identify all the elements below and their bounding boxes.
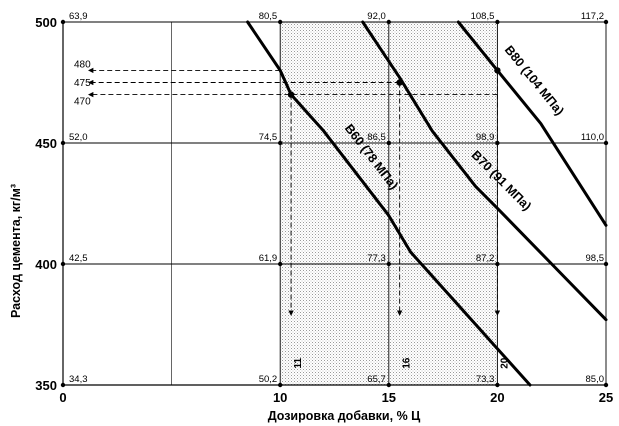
- curve-label: В80 (104 МПа): [502, 43, 567, 118]
- grid-point: [495, 19, 500, 25]
- point-label: 117,2: [581, 11, 604, 22]
- grid-point: [278, 19, 283, 25]
- point-label: 108,5: [471, 11, 495, 22]
- grid-point: [386, 382, 391, 388]
- point-label: 110,0: [581, 132, 604, 143]
- y-tick-label: 450: [35, 136, 57, 151]
- point-label: 85,0: [586, 374, 605, 385]
- grid-point: [603, 382, 609, 388]
- x-tick-label: 20: [490, 390, 504, 405]
- y-tick-label: 400: [35, 257, 57, 272]
- series-line: [456, 20, 608, 227]
- grid-point: [60, 382, 66, 388]
- point-label: 50,2: [259, 374, 278, 385]
- x-tick-label: 0: [59, 390, 66, 405]
- point-label: 65,7: [367, 374, 386, 385]
- x-tick-label: 15: [382, 390, 396, 405]
- series-lines: [246, 20, 608, 387]
- grid-point: [60, 140, 66, 146]
- point-labels: 63,9 80,5 92,0 108,5 117,2 52,0 74,5 86,5 98,9 11…: [60, 11, 609, 388]
- point-label: 77,3: [367, 253, 386, 264]
- vertical-marker-label: 16: [402, 357, 413, 369]
- grid-point: [495, 140, 500, 146]
- y-tick-label: 500: [35, 15, 57, 30]
- x-tick-labels: 0 10 15 20 25: [59, 390, 613, 405]
- point-label: 73,3: [476, 374, 495, 385]
- series-line: [246, 20, 532, 387]
- point-label: 92,0: [367, 11, 386, 22]
- point-label: 87,2: [476, 253, 495, 264]
- point-label: 98,9: [476, 132, 495, 143]
- grid-point: [278, 382, 283, 388]
- grid-point: [60, 261, 66, 267]
- point-label: 42,5: [69, 253, 88, 264]
- grid-point: [60, 19, 66, 25]
- grid-point: [495, 382, 500, 388]
- point-label: 52,0: [69, 132, 88, 143]
- grid-point: [386, 261, 391, 267]
- x-tick-label: 10: [273, 390, 287, 405]
- grid-point: [278, 140, 283, 146]
- y-tick-labels: 350 400 450 500: [35, 15, 57, 393]
- y-tick-label: 350: [35, 378, 57, 393]
- y-axis-label: Расход цемента, кг/м³: [9, 184, 23, 318]
- vertical-marker-label: 11: [293, 357, 304, 368]
- grid-point: [386, 140, 391, 146]
- axis-frame: [62, 21, 606, 386]
- point-label: 74,5: [259, 132, 278, 143]
- point-label: 63,9: [69, 11, 88, 22]
- series-line: [361, 20, 608, 322]
- vertical-marker-label: 20: [499, 357, 510, 369]
- point-label: 86,5: [367, 132, 386, 143]
- grid-point: [603, 261, 609, 267]
- grid-point: [278, 261, 283, 267]
- x-tick-label: 25: [599, 390, 613, 405]
- horizontal-marker-label: 475: [74, 78, 91, 89]
- horizontal-marker-label: 480: [74, 59, 91, 70]
- horizontal-marker-label: 470: [74, 97, 91, 108]
- point-label: 80,5: [259, 11, 278, 22]
- grid-point: [386, 19, 391, 25]
- x-axis-label: Дозировка добавки, % Ц: [268, 409, 421, 423]
- point-label: 98,5: [586, 253, 605, 264]
- point-label: 61,9: [259, 253, 278, 264]
- grid-point: [495, 261, 500, 267]
- grid-point: [603, 19, 609, 25]
- grid-point: [603, 140, 609, 146]
- point-label: 34,3: [69, 374, 88, 385]
